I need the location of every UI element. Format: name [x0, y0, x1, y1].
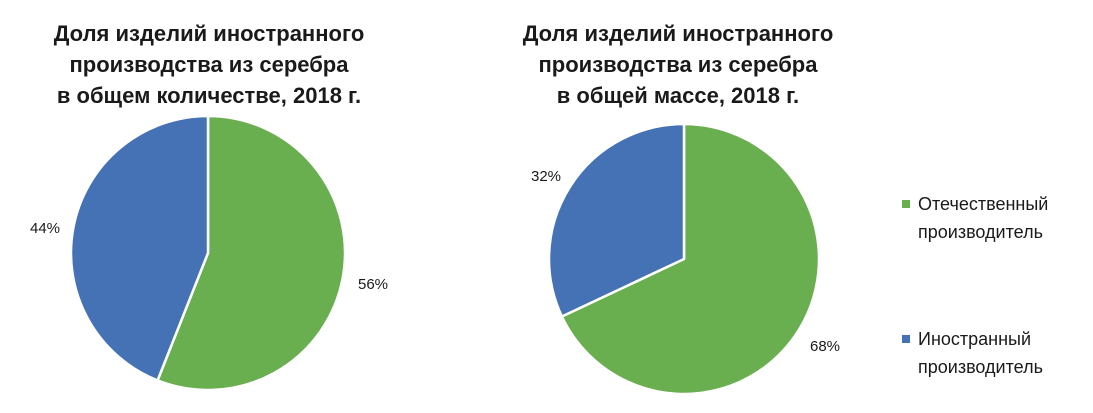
chart-title-line-3: в общем количестве, 2018 г.: [56, 83, 362, 108]
data-label-foreign: 32%: [531, 168, 561, 185]
legend-item-foreign: Иностранный производитель: [900, 325, 1090, 381]
chart-title: Доля изделий иностранного производства и…: [468, 18, 888, 111]
pie-slice-foreign: [547, 122, 686, 318]
chart-foreign-share-by-mass: Доля изделий иностранного производства и…: [470, 0, 890, 413]
data-label-domestic: 68%: [810, 338, 840, 355]
legend-swatch: [902, 200, 910, 208]
pie-slice-domestic: [560, 122, 821, 396]
data-label-foreign: 44%: [30, 220, 60, 237]
legend-swatch: [902, 335, 910, 343]
legend-label-line-1: Отечественный: [918, 194, 1049, 214]
chart-title-line-2: производства из серебра: [69, 52, 349, 77]
legend-label: Иностранный производитель: [918, 325, 1090, 381]
legend-label-line-2: производитель: [918, 222, 1043, 242]
legend-item-domestic: Отечественный производитель: [900, 190, 1090, 246]
chart-foreign-share-by-count: Доля изделий иностранного производства и…: [0, 0, 420, 413]
data-label-domestic: 56%: [358, 276, 388, 293]
pie-chart: 68% 32%: [531, 122, 840, 396]
chart-title-line-1: Доля изделий иностранного: [522, 21, 834, 46]
chart-title: Доля изделий иностранного производства и…: [0, 18, 419, 111]
legend-label-line-1: Иностранный: [918, 329, 1032, 349]
pie-slice-foreign: [69, 114, 210, 382]
legend-label: Отечественный производитель: [918, 190, 1090, 246]
chart-title-line-2: производства из серебра: [538, 52, 818, 77]
chart-title-line-1: Доля изделий иностранного: [53, 21, 365, 46]
pie-chart: 56% 44%: [30, 114, 388, 392]
legend-label-line-2: производитель: [918, 357, 1043, 377]
chart-title-line-3: в общей массе, 2018 г.: [556, 83, 800, 108]
pie-slice-domestic: [156, 114, 347, 392]
